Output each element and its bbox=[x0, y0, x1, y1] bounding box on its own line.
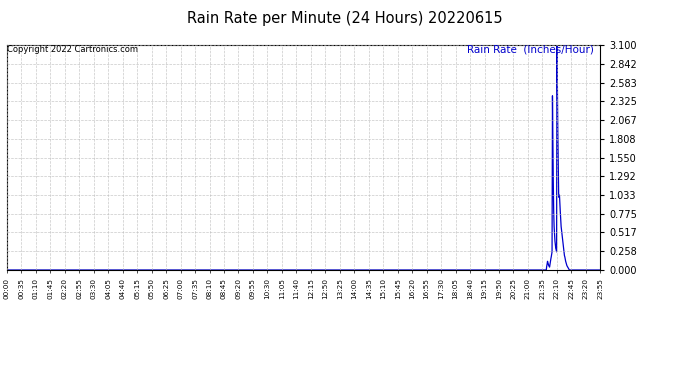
Text: Copyright 2022 Cartronics.com: Copyright 2022 Cartronics.com bbox=[7, 45, 138, 54]
Text: Rain Rate per Minute (24 Hours) 20220615: Rain Rate per Minute (24 Hours) 20220615 bbox=[187, 11, 503, 26]
Text: Rain Rate  (Inches/Hour): Rain Rate (Inches/Hour) bbox=[468, 45, 594, 55]
